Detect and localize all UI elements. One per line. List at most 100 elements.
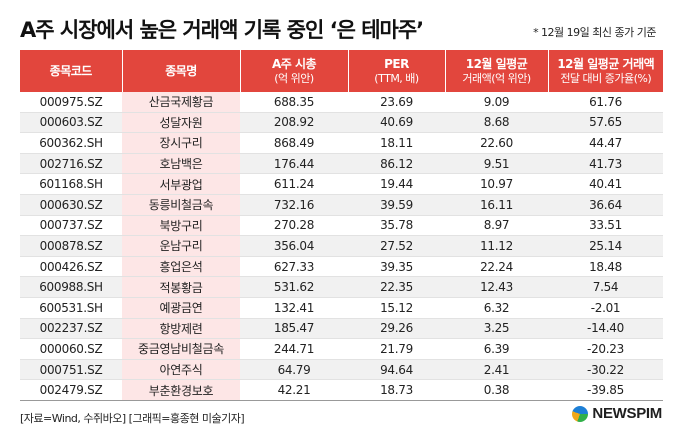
cell-per: 94.64 [348,359,445,381]
cell-code: 000878.SZ [20,235,122,257]
cell-growth: 41.73 [548,153,663,175]
cell-vol: 22.24 [445,256,548,278]
cell-per: 86.12 [348,153,445,175]
cell-name: 부춘환경보호 [122,379,240,401]
cell-code: 002479.SZ [20,379,122,401]
table-row: 601168.SH 서부광업 611.24 19.44 10.97 40.41 [20,173,663,195]
table-row: 000878.SZ 운남구리 356.04 27.52 11.12 25.14 [20,235,663,257]
table-header-row: 종목코드 종목명 A주 시총 (억 위안) PER (TTM, 배) 12월 일평균… [20,50,663,92]
cell-code: 002716.SZ [20,153,122,175]
cell-mcap: 688.35 [240,92,348,113]
cell-name: 아연주식 [122,359,240,381]
cell-name: 예광금연 [122,297,240,319]
cell-growth: -30.22 [548,359,663,381]
cell-growth: 61.76 [548,92,663,113]
cell-growth: 44.47 [548,132,663,154]
table-row: 000737.SZ 북방구리 270.28 35.78 8.97 33.51 [20,215,663,237]
cell-growth: 25.14 [548,235,663,257]
table-row: 000975.SZ 산금국제황금 688.35 23.69 9.09 61.76 [20,92,663,113]
cell-mcap: 64.79 [240,359,348,381]
cell-growth: 7.54 [548,276,663,298]
cell-per: 21.79 [348,338,445,360]
cell-vol: 6.39 [445,338,548,360]
cell-per: 22.35 [348,276,445,298]
cell-code: 000737.SZ [20,215,122,237]
cell-code: 000975.SZ [20,92,122,113]
page-title: A주 시장에서 높은 거래액 기록 중인 ‘은 테마주’ [20,18,424,42]
cell-code: 000630.SZ [20,194,122,216]
table-row: 600362.SH 장시구리 868.49 18.11 22.60 44.47 [20,132,663,154]
table-row: 600988.SH 적봉황금 531.62 22.35 12.43 7.54 [20,276,663,298]
cell-per: 19.44 [348,173,445,195]
cell-per: 27.52 [348,235,445,257]
source-caption: [자료=Wind, 수쥐바오] [그래픽=홍종현 미술기자] [20,412,245,425]
cell-mcap: 132.41 [240,297,348,319]
cell-name: 항방제련 [122,318,240,340]
cell-growth: -39.85 [548,379,663,401]
cell-per: 40.69 [348,112,445,134]
cell-code: 000603.SZ [20,112,122,134]
cell-name: 성달자원 [122,112,240,134]
cell-mcap: 531.62 [240,276,348,298]
newspim-logo-icon [572,405,589,422]
table-row: 002237.SZ 항방제련 185.47 29.26 3.25 -14.40 [20,318,663,340]
cell-vol: 10.97 [445,173,548,195]
cell-mcap: 611.24 [240,173,348,195]
cell-per: 18.11 [348,132,445,154]
date-note: * 12월 19일 최신 종가 기준 [533,26,656,39]
cell-per: 35.78 [348,215,445,237]
cell-vol: 9.51 [445,153,548,175]
cell-mcap: 208.92 [240,112,348,134]
cell-vol: 8.68 [445,112,548,134]
cell-growth: 18.48 [548,256,663,278]
cell-growth: -2.01 [548,297,663,319]
logo-text: NEWSPIM [592,405,662,422]
cell-mcap: 732.16 [240,194,348,216]
cell-per: 39.59 [348,194,445,216]
table-row: 000060.SZ 중금영남비철금속 244.71 21.79 6.39 -20.23 [20,338,663,360]
cell-vol: 9.09 [445,92,548,113]
header-code: 종목코드 [20,50,122,92]
cell-code: 000060.SZ [20,338,122,360]
cell-code: 600362.SH [20,132,122,154]
table-body: 000975.SZ 산금국제황금 688.35 23.69 9.09 61.76 00060… [20,92,663,401]
cell-code: 002237.SZ [20,318,122,340]
header-per: PER (TTM, 배) [347,50,445,92]
stock-table: 종목코드 종목명 A주 시총 (억 위안) PER (TTM, 배) 12월 일평균… [20,50,663,401]
cell-code: 000426.SZ [20,256,122,278]
cell-name: 중금영남비철금속 [122,338,240,360]
cell-mcap: 356.04 [240,235,348,257]
cell-vol: 0.38 [445,379,548,401]
cell-vol: 16.11 [445,194,548,216]
table-row: 600531.SH 예광금연 132.41 15.12 6.32 -2.01 [20,297,663,319]
cell-name: 산금국제황금 [122,92,240,113]
cell-per: 39.35 [348,256,445,278]
cell-vol: 8.97 [445,215,548,237]
header-daily-volume: 12월 일평균 거래액(억 위안) [444,50,548,92]
cell-code: 600988.SH [20,276,122,298]
table-row: 002716.SZ 호남백은 176.44 86.12 9.51 41.73 [20,153,663,175]
table-row: 000426.SZ 흥업은석 627.33 39.35 22.24 18.48 [20,256,663,278]
cell-mcap: 176.44 [240,153,348,175]
cell-mcap: 42.21 [240,379,348,401]
cell-code: 000751.SZ [20,359,122,381]
cell-growth: 57.65 [548,112,663,134]
cell-mcap: 868.49 [240,132,348,154]
cell-vol: 6.32 [445,297,548,319]
cell-name: 호남백은 [122,153,240,175]
cell-name: 서부광업 [122,173,240,195]
table-row: 000751.SZ 아연주식 64.79 94.64 2.41 -30.22 [20,359,663,381]
cell-name: 동릉비철금속 [122,194,240,216]
cell-mcap: 185.47 [240,318,348,340]
newspim-logo: NEWSPIM [572,405,662,422]
cell-growth: -14.40 [548,318,663,340]
cell-name: 흥업은석 [122,256,240,278]
cell-growth: 36.64 [548,194,663,216]
header-market-cap: A주 시총 (억 위안) [239,50,348,92]
cell-mcap: 627.33 [240,256,348,278]
cell-name: 장시구리 [122,132,240,154]
cell-growth: 40.41 [548,173,663,195]
cell-vol: 22.60 [445,132,548,154]
cell-vol: 12.43 [445,276,548,298]
table-row: 000603.SZ 성달자원 208.92 40.69 8.68 57.65 [20,112,663,134]
